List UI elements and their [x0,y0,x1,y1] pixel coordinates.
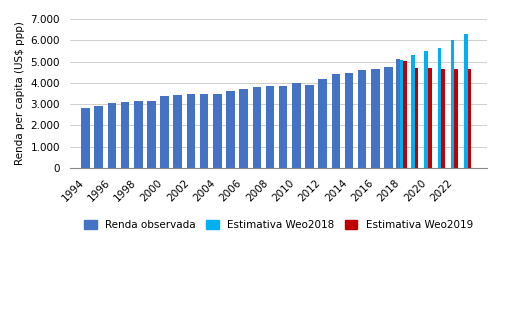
Bar [411,55,415,168]
Bar [464,34,468,168]
Bar [415,68,419,168]
Bar [345,74,354,168]
Bar [108,103,116,168]
Legend: Renda observada, Estimativa Weo2018, Estimativa Weo2019: Renda observada, Estimativa Weo2018, Est… [80,216,477,234]
Bar [438,48,441,168]
Bar [454,69,458,168]
Bar [371,69,380,168]
Bar [239,89,248,168]
Bar [400,60,403,168]
Bar [305,85,314,168]
Bar [160,96,169,168]
Bar [403,61,407,168]
Bar [213,94,222,168]
Bar [396,59,400,168]
Y-axis label: Renda per capita (US$ ppp): Renda per capita (US$ ppp) [15,22,25,165]
Bar [428,68,432,168]
Bar [384,67,393,168]
Bar [425,51,428,168]
Bar [134,101,142,168]
Bar [468,69,471,168]
Bar [94,106,103,168]
Bar [187,94,195,168]
Bar [81,109,90,168]
Bar [332,74,340,168]
Bar [292,83,300,168]
Bar [200,94,209,168]
Bar [266,86,274,168]
Bar [358,70,367,168]
Bar [451,40,455,168]
Bar [226,91,235,168]
Bar [279,87,287,168]
Bar [147,100,156,168]
Bar [252,87,261,168]
Bar [174,95,182,168]
Bar [121,102,129,168]
Bar [441,69,445,168]
Bar [318,79,327,168]
